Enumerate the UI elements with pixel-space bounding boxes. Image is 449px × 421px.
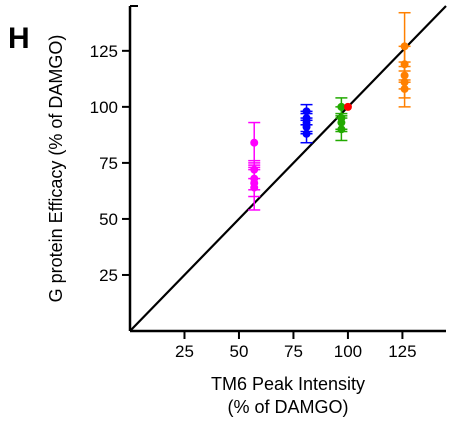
x-tick-label: 75 — [284, 342, 303, 361]
x-tick-label: 125 — [388, 342, 416, 361]
y-tick-label: 50 — [99, 210, 118, 229]
data-point — [337, 125, 346, 134]
x-tick-label: 25 — [175, 342, 194, 361]
x-tick-label: 100 — [334, 342, 362, 361]
panel-letter: H — [8, 22, 30, 55]
data-point — [400, 84, 409, 93]
reference-line-layer — [129, 5, 447, 332]
identity-line — [129, 5, 447, 332]
x-axis-title-line1: TM6 Peak Intensity — [211, 374, 365, 394]
data-point — [343, 102, 352, 111]
data-point — [250, 138, 259, 147]
axes-layer: 25 50 75 100 125 25 50 75 100 125 — [90, 5, 446, 361]
x-axis-title-line2: (% of DAMGO) — [227, 397, 348, 417]
data-marks-layer — [248, 11, 411, 211]
y-tick-label: 75 — [99, 154, 118, 173]
data-point — [302, 129, 311, 138]
y-axis-title: G protein Efficacy (% of DAMGO) — [46, 35, 66, 303]
y-tick-label: 125 — [90, 42, 118, 61]
x-tick-label: 50 — [230, 342, 249, 361]
y-tick-label: 100 — [90, 98, 118, 117]
data-point — [250, 183, 259, 192]
y-tick-label: 25 — [99, 266, 118, 285]
